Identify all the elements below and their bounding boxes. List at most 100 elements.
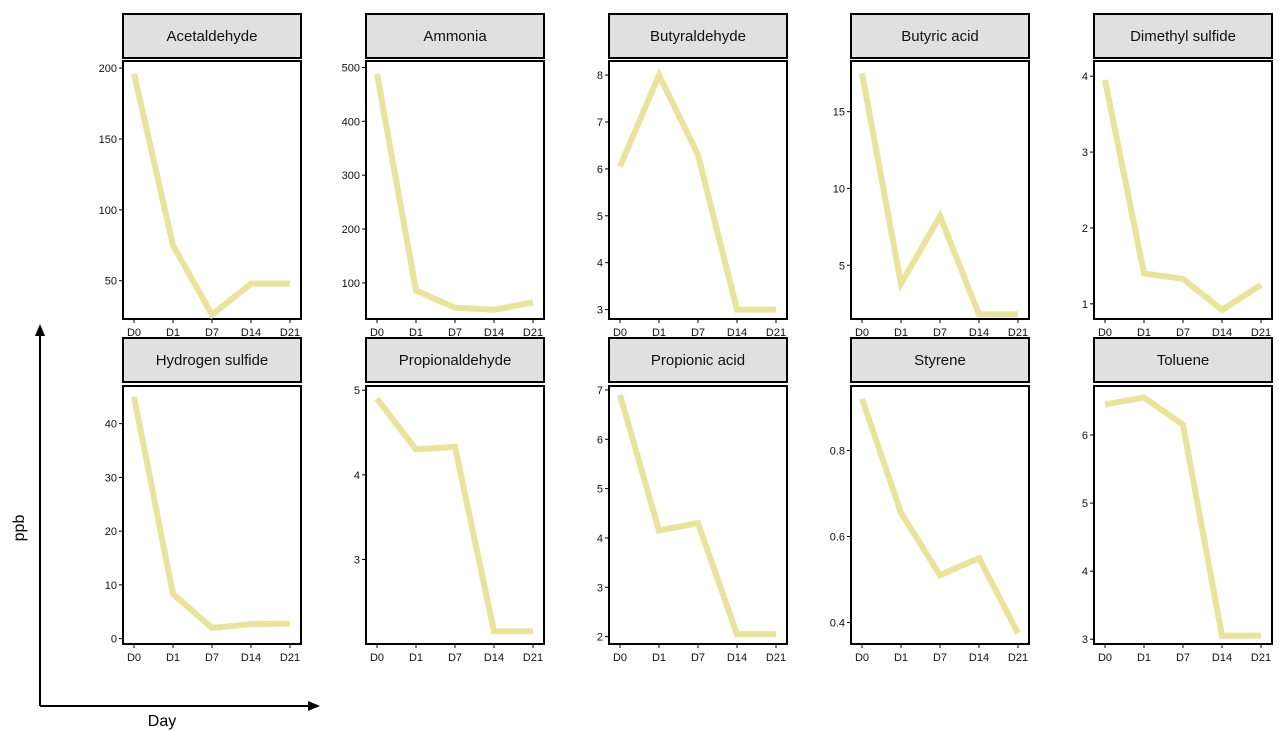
series-line-acetaldehyde	[131, 73, 290, 320]
strip-label-dimethyl-sulfide: Dimethyl sulfide	[1130, 28, 1236, 45]
data-point-dimethyl-sulfide-d1	[1141, 270, 1147, 276]
data-point-hydrogen-sulfide-d0	[131, 394, 137, 400]
data-point-propionic-acid-d0	[617, 392, 623, 398]
strip-hydrogen-sulfide	[122, 337, 302, 383]
data-point-ammonia-d7	[452, 305, 458, 311]
y-tick-label-toluene: 5	[1082, 498, 1088, 510]
x-tick-label-propionaldehyde: D14	[484, 652, 504, 664]
data-point-butyraldehyde-d0	[617, 164, 623, 170]
y-tick-label-dimethyl-sulfide: 2	[1082, 223, 1088, 235]
y-tick-label-butyric-acid: 10	[833, 183, 845, 195]
data-point-acetaldehyde-d21	[287, 281, 293, 287]
y-tick-label-propionic-acid: 2	[597, 632, 603, 644]
y-tick-label-styrene: 0.6	[830, 532, 845, 544]
y-tick-label-butyraldehyde: 6	[597, 164, 603, 176]
y-tick-label-toluene: 6	[1082, 430, 1088, 442]
x-tick-label-acetaldehyde: D0	[127, 327, 141, 339]
panel-hydrogen-sulfide: Hydrogen sulfide 0 10 20 30 40 D0 D1 D7 D14 D21	[105, 337, 302, 664]
panel-butyraldehyde: Butyraldehyde 3 4 5 6 7 8 D0 D1 D7 D14 D21	[597, 13, 788, 339]
strip-styrene	[850, 337, 1030, 383]
x-tick-label-ammonia: D0	[370, 327, 384, 339]
data-point-butyric-acid-d7	[937, 213, 943, 219]
data-point-acetaldehyde-d7	[209, 312, 215, 318]
data-point-styrene-d21	[1015, 630, 1021, 636]
strip-label-ammonia: Ammonia	[423, 28, 487, 45]
data-point-dimethyl-sulfide-d21	[1258, 282, 1264, 288]
strip-label-styrene: Styrene	[914, 352, 966, 369]
y-tick-label-hydrogen-sulfide: 20	[105, 526, 117, 538]
x-tick-label-ammonia: D7	[448, 327, 462, 339]
x-tick-label-hydrogen-sulfide: D7	[205, 652, 219, 664]
x-tick-label-propionaldehyde: D7	[448, 652, 462, 664]
data-point-butyraldehyde-d21	[773, 307, 779, 313]
data-point-acetaldehyde-d1	[170, 242, 176, 248]
x-tick-label-butyric-acid: D7	[933, 327, 947, 339]
data-point-styrene-d14	[976, 555, 982, 561]
y-tick-label-ammonia: 200	[342, 224, 360, 236]
strip-toluene	[1093, 337, 1273, 383]
x-tick-label-dimethyl-sulfide: D1	[1137, 327, 1151, 339]
strip-dimethyl-sulfide	[1093, 13, 1273, 59]
panel-ammonia: Ammonia 100 200 300 400 500 D0 D1 D7 D14 D21	[342, 13, 545, 339]
x-tick-label-butyraldehyde: D1	[652, 327, 666, 339]
data-point-ammonia-d0	[374, 71, 380, 77]
y-tick-label-ammonia: 100	[342, 278, 360, 290]
data-point-hydrogen-sulfide-d14	[248, 621, 254, 627]
data-point-hydrogen-sulfide-d21	[287, 621, 293, 627]
x-tick-label-acetaldehyde: D21	[280, 327, 300, 339]
panel-butyric-acid: Butyric acid 5 10 15 D0 D1 D7 D14 D21	[833, 13, 1030, 339]
data-point-propionaldehyde-d7	[452, 444, 458, 450]
data-point-toluene-d1	[1141, 395, 1147, 401]
data-point-propionic-acid-d14	[734, 631, 740, 637]
data-point-propionaldehyde-d1	[413, 446, 419, 452]
strip-propionic-acid	[608, 337, 788, 383]
y-tick-label-dimethyl-sulfide: 4	[1082, 71, 1088, 83]
plot-area-propionic-acid	[608, 385, 788, 645]
x-tick-label-styrene: D21	[1008, 652, 1028, 664]
data-point-toluene-d21	[1258, 633, 1264, 639]
y-tick-label-hydrogen-sulfide: 0	[111, 634, 117, 646]
data-point-styrene-d7	[937, 572, 943, 578]
strip-label-toluene: Toluene	[1157, 352, 1210, 369]
plot-area-ammonia	[365, 60, 545, 320]
data-point-acetaldehyde-d14	[248, 281, 254, 287]
data-point-propionaldehyde-d14	[491, 628, 497, 634]
strip-label-hydrogen-sulfide: Hydrogen sulfide	[156, 352, 269, 369]
series-line-butyraldehyde	[617, 67, 776, 313]
x-tick-label-propionic-acid: D0	[613, 652, 627, 664]
x-tick-label-styrene: D0	[855, 652, 869, 664]
data-point-butyraldehyde-d7	[695, 152, 701, 158]
data-point-toluene-d14	[1219, 633, 1225, 639]
x-tick-label-acetaldehyde: D14	[241, 327, 261, 339]
plot-area-acetaldehyde	[122, 60, 302, 320]
data-point-toluene-d0	[1102, 401, 1108, 407]
x-tick-label-propionaldehyde: D1	[409, 652, 423, 664]
strip-butyraldehyde	[608, 13, 788, 59]
plot-area-butyraldehyde	[608, 60, 788, 320]
y-tick-label-butyric-acid: 15	[833, 107, 845, 119]
panel-propionic-acid: Propionic acid 2 3 4 5 6 7 D0 D1 D7 D14 D21	[597, 337, 788, 664]
y-tick-label-styrene: 0.8	[830, 446, 845, 458]
y-tick-label-propionaldehyde: 4	[354, 470, 360, 482]
x-tick-label-styrene: D7	[933, 652, 947, 664]
y-tick-label-styrene: 0.4	[830, 618, 845, 630]
series-line-ammonia	[374, 73, 534, 313]
series-line-toluene	[1104, 394, 1261, 639]
plot-area-hydrogen-sulfide	[122, 385, 302, 645]
strip-label-propionic-acid: Propionic acid	[651, 352, 745, 369]
y-axis-title: ppb	[11, 515, 28, 542]
data-point-hydrogen-sulfide-d1	[170, 591, 176, 597]
y-tick-label-butyraldehyde: 8	[597, 70, 603, 82]
x-tick-label-toluene: D21	[1251, 652, 1271, 664]
data-point-propionaldehyde-d0	[374, 396, 380, 402]
strip-butyric-acid	[850, 13, 1030, 59]
data-point-butyric-acid-d14	[976, 311, 982, 317]
panel-propionaldehyde: Propionaldehyde 3 4 5 D0 D1 D7 D14 D21	[354, 337, 545, 664]
y-tick-label-butyric-acid: 5	[839, 260, 845, 272]
data-point-dimethyl-sulfide-d14	[1219, 307, 1225, 313]
data-point-dimethyl-sulfide-d0	[1102, 77, 1108, 83]
data-point-butyric-acid-d21	[1015, 311, 1021, 317]
panel-styrene: Styrene 0.4 0.6 0.8 D0 D1 D7 D14 D21	[830, 337, 1030, 664]
y-tick-label-acetaldehyde: 50	[105, 276, 117, 288]
